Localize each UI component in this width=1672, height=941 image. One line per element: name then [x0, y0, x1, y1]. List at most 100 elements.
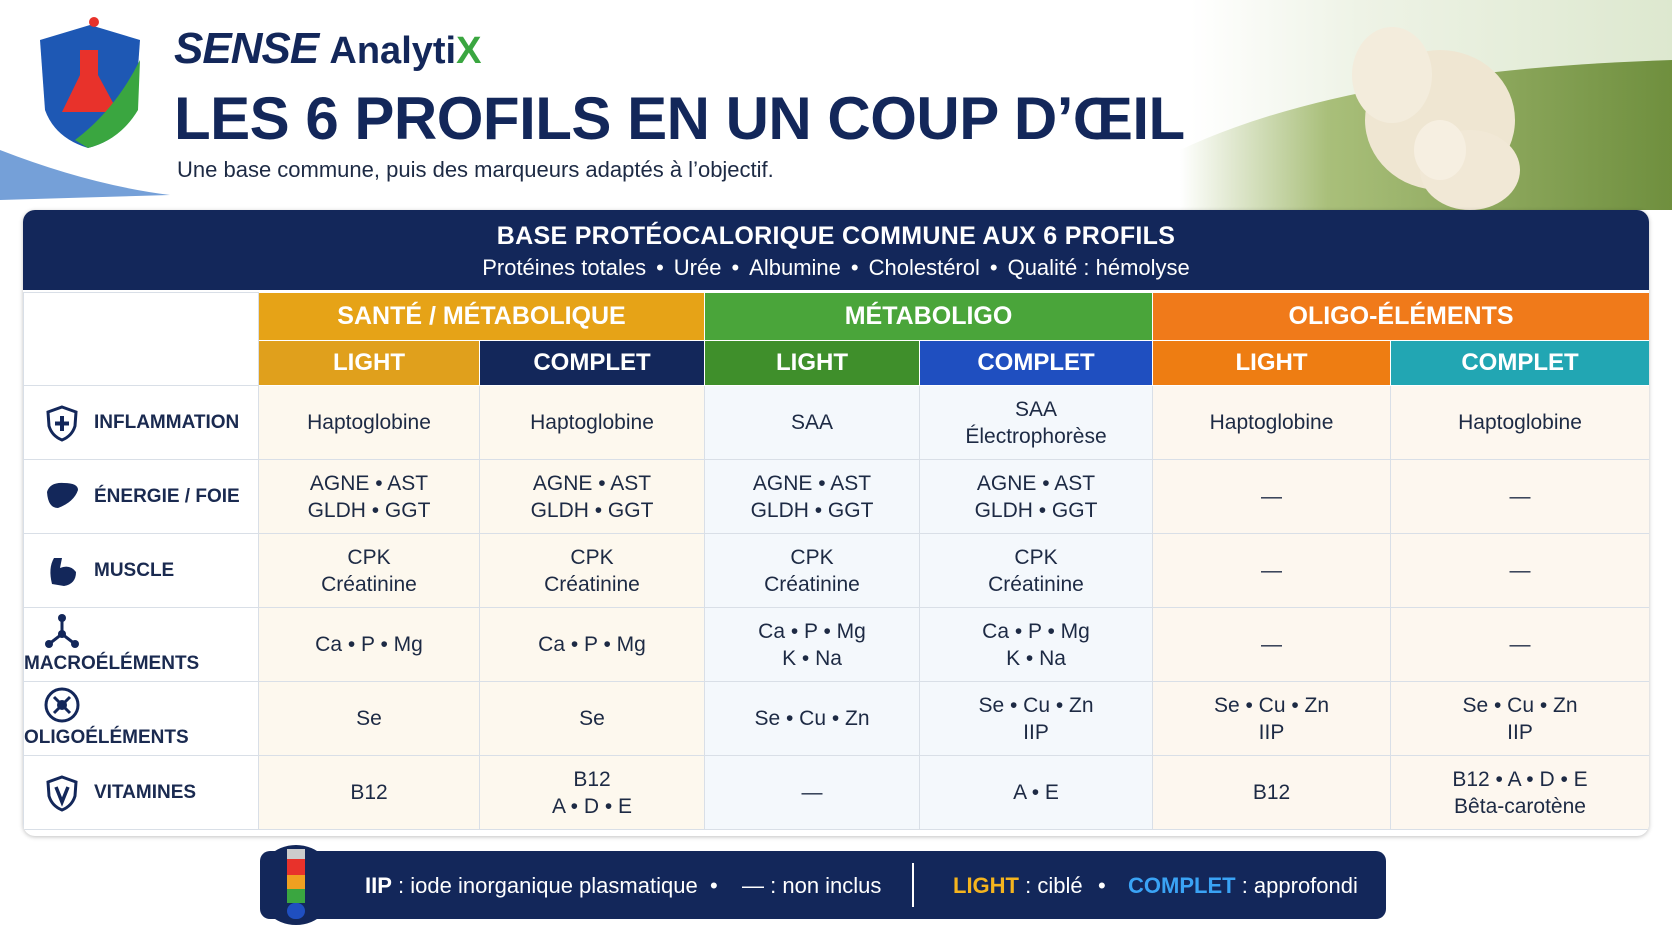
marker-line: Électrophorèse — [965, 424, 1107, 448]
marker-line: B12 — [573, 767, 611, 791]
variant-header: COMPLET — [918, 340, 1154, 386]
variant-header: COMPLET — [1390, 340, 1649, 386]
row-header: MACROÉLÉMENTS — [23, 607, 259, 682]
marker-cell: CPK Créatinine — [704, 533, 920, 608]
base-item: Qualité : hémolyse — [1007, 255, 1190, 280]
legend-key: — — [742, 873, 764, 898]
marker-line: — — [1509, 485, 1531, 508]
marker-cell: — — [1152, 459, 1392, 534]
row-icon — [45, 614, 79, 648]
marker-line: Se • Cu • Zn — [1462, 693, 1578, 717]
marker-line: K • Na — [782, 646, 842, 670]
variant-header: LIGHT — [258, 340, 480, 386]
marker-line: — — [801, 781, 823, 804]
marker-cell: Ca • P • Mg K • Na — [918, 607, 1154, 682]
marker-line: Créatinine — [321, 572, 417, 596]
marker-line: Bêta-carotène — [1454, 794, 1586, 818]
marker-line: B12 • A • D • E — [1452, 767, 1588, 791]
marker-cell: Se • Cu • Zn IIP — [1390, 681, 1649, 756]
logo-dot — [89, 17, 99, 27]
legend-sep: • — [1098, 873, 1106, 898]
marker-line: Créatinine — [764, 572, 860, 596]
row-label: ÉNERGIE / FOIE — [94, 485, 240, 507]
marker-cell: Haptoglobine — [479, 385, 705, 460]
profile-row: MACROÉLÉMENTS Ca • P • Mg Ca • P • Mg Ca • … — [23, 607, 1649, 682]
marker-line: Se • Cu • Zn — [754, 707, 870, 730]
marker-cell: CPK Créatinine — [918, 533, 1154, 608]
marker-line: K • Na — [1006, 646, 1066, 670]
marker-line: — — [1261, 559, 1283, 582]
marker-line: CPK — [790, 545, 834, 569]
tube-band — [287, 889, 305, 903]
marker-cell: B12 — [258, 755, 480, 830]
header-art — [0, 0, 1672, 210]
marker-line: IIP — [1507, 720, 1533, 744]
marker-line: — — [1509, 633, 1531, 656]
legend-iip: IIP : iode inorganique plasmatique — [365, 873, 698, 899]
marker-cell: — — [1152, 607, 1392, 682]
marker-line: SAA — [1014, 397, 1058, 421]
marker-line: B12 — [1252, 781, 1291, 804]
marker-cell: A • E — [918, 755, 1154, 830]
row-header: MUSCLE — [23, 533, 259, 608]
cow-head — [1352, 27, 1432, 123]
row-label: MACROÉLÉMENTS — [24, 653, 200, 674]
corner — [23, 292, 259, 386]
legend-dash: — : non inclus — [742, 873, 881, 899]
marker-cell: Se — [479, 681, 705, 756]
marker-cell: CPK Créatinine — [479, 533, 705, 608]
brand-name: SENSE — [174, 24, 319, 73]
separator: • — [656, 255, 664, 280]
variant-header: LIGHT — [1152, 340, 1392, 386]
marker-cell: Se • Cu • Zn — [704, 681, 920, 756]
marker-line: AGNE • AST — [752, 471, 872, 495]
tube-band — [287, 903, 305, 919]
group-header: MÉTABOLIGO — [703, 292, 1154, 341]
legend: IIP : iode inorganique plasmatique • — :… — [260, 845, 1386, 925]
marker-cell: — — [704, 755, 920, 830]
legend-key: IIP — [365, 873, 392, 898]
title: LES 6 PROFILS EN UN COUP D’ŒIL — [174, 85, 1185, 152]
row-header: ÉNERGIE / FOIE — [23, 459, 259, 534]
marker-cell: Ca • P • Mg K • Na — [704, 607, 920, 682]
row-label: VITAMINES — [94, 781, 197, 803]
row-icon — [44, 687, 80, 723]
marker-line: GLDH • GGT — [530, 498, 654, 522]
profile-row: MUSCLE CPK Créatinine CPK Créatinine CPK Créat… — [23, 533, 1649, 608]
marker-cell: AGNE • AST GLDH • GGT — [479, 459, 705, 534]
marker-cell: SAA — [704, 385, 920, 460]
row-label: INFLAMMATION — [94, 411, 240, 433]
variant-row: LIGHT COMPLET LIGHT COMPLET LIGHT COMPLET — [24, 340, 1649, 386]
group-row: SANTÉ / MÉTABOLIQUE MÉTABOLIGO OLIGO-ÉLÉME… — [23, 292, 1649, 386]
marker-line: — — [1509, 559, 1531, 582]
marker-cell: Ca • P • Mg — [479, 607, 705, 682]
marker-cell: — — [1152, 533, 1392, 608]
legend-text: : non inclus — [770, 873, 882, 898]
marker-line: GLDH • GGT — [750, 498, 874, 522]
swoosh — [0, 150, 170, 200]
marker-line: A • D • E — [551, 794, 633, 818]
marker-line: SAA — [790, 411, 834, 434]
marker-cell: SAA Électrophorèse — [918, 385, 1154, 460]
marker-cell: AGNE • AST GLDH • GGT — [704, 459, 920, 534]
marker-cell: Haptoglobine — [1390, 385, 1649, 460]
marker-cell: CPK Créatinine — [258, 533, 480, 608]
separator: • — [731, 255, 740, 280]
marker-cell: B12 • A • D • E Bêta-carotène — [1390, 755, 1649, 830]
marker-line: AGNE • AST — [532, 471, 652, 495]
tube-icon — [274, 845, 318, 925]
marker-line: Ca • P • Mg — [758, 619, 866, 643]
marker-line: Créatinine — [988, 572, 1084, 596]
marker-line: CPK — [570, 545, 614, 569]
legend-complet: COMPLET : approfondi — [1128, 873, 1358, 899]
legend-light: LIGHT : ciblé — [953, 873, 1083, 899]
profile-table-card: BASE PROTÉOCALORIQUE COMMUNE AUX 6 PROFI… — [23, 210, 1649, 836]
marker-cell: — — [1390, 459, 1649, 534]
marker-cell: Ca • P • Mg — [258, 607, 480, 682]
marker-line: — — [1261, 633, 1283, 656]
row-icon — [50, 557, 76, 586]
marker-cell: AGNE • AST GLDH • GGT — [918, 459, 1154, 534]
marker-line: A • E — [1013, 781, 1059, 804]
group-header: OLIGO-ÉLÉMENTS — [1152, 292, 1649, 341]
profile-table: SANTÉ / MÉTABOLIQUE MÉTABOLIGO OLIGO-ÉLÉME… — [23, 292, 1649, 830]
